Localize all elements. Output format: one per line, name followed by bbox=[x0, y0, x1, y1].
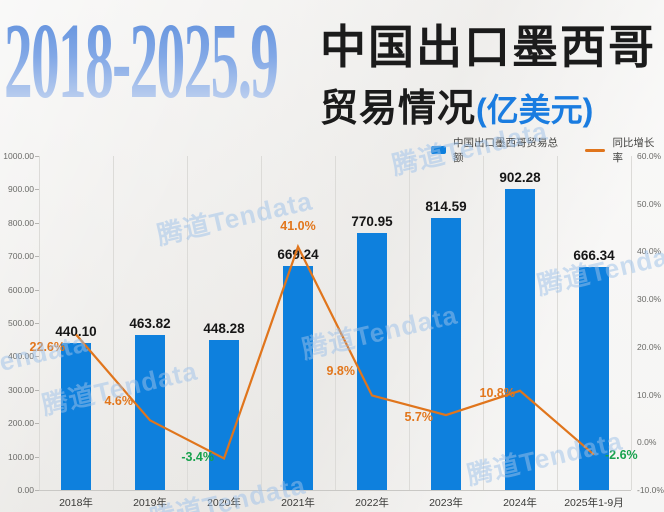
growth-rate-label: -2.6% bbox=[605, 447, 638, 462]
gridline-vertical bbox=[335, 156, 336, 490]
y-axis-left-tick-label: 500.00 bbox=[8, 318, 34, 328]
y-axis-right-tick-label: 40.0% bbox=[637, 246, 662, 257]
title-main: 中国出口墨西哥 bbox=[320, 21, 656, 73]
y-axis-right-tick-label: 30.0% bbox=[637, 294, 662, 305]
bar bbox=[431, 217, 461, 490]
legend-bar-swatch-icon bbox=[431, 146, 446, 154]
y-axis-left-tick-label: 200.00 bbox=[8, 418, 34, 429]
x-axis-line bbox=[39, 490, 631, 491]
period-title: 2018-2025.9 bbox=[4, 2, 279, 121]
bar-value-label: 666.34 bbox=[573, 248, 615, 264]
gridline-vertical bbox=[631, 156, 632, 490]
x-axis-category-label: 2021年 bbox=[281, 497, 315, 509]
legend-line-label: 同比增长率 bbox=[612, 137, 655, 164]
y-axis-left-tick-label: 100.00 bbox=[8, 451, 34, 462]
y-axis-left-tick-label: 600.00 bbox=[8, 284, 34, 295]
y-axis-right-tick-label: 60.0% bbox=[637, 151, 662, 161]
y-axis-left-tick-label: 700.00 bbox=[8, 251, 34, 262]
y-axis-left-tick-label: 800.00 bbox=[8, 217, 34, 228]
y-axis-left-tick-mark bbox=[35, 189, 39, 191]
growth-rate-label: 10.8% bbox=[479, 385, 515, 400]
y-axis-left-tick-mark bbox=[35, 289, 39, 291]
bar bbox=[283, 266, 313, 490]
bar-value-label: 770.95 bbox=[351, 213, 393, 229]
y-axis-left-tick-label: 400.00 bbox=[8, 351, 34, 362]
title-sub-row: 贸易情况(亿美元) bbox=[320, 77, 664, 132]
bar-value-label: 669.24 bbox=[277, 247, 319, 263]
title-unit: (亿美元) bbox=[476, 91, 594, 128]
y-axis-left-tick-label: 1000.00 bbox=[3, 151, 34, 161]
bar bbox=[135, 335, 165, 490]
bar-value-label: 463.82 bbox=[129, 316, 171, 332]
bar-value-label: 902.28 bbox=[499, 169, 541, 185]
growth-rate-label: 41.0% bbox=[280, 218, 316, 233]
y-axis-left-tick-mark bbox=[35, 490, 39, 491]
bar bbox=[61, 343, 91, 490]
title-sub: 贸易情况 bbox=[320, 87, 477, 130]
y-axis-left-tick-mark bbox=[35, 222, 39, 224]
x-axis-category-label: 2024年 bbox=[503, 497, 537, 509]
gridline-vertical bbox=[39, 156, 40, 490]
y-axis-left-tick-mark bbox=[35, 323, 39, 324]
bar-value-label: 440.10 bbox=[55, 324, 97, 339]
growth-rate-label: 4.6% bbox=[104, 394, 134, 409]
x-axis-category-label: 2020年 bbox=[207, 497, 241, 509]
bar bbox=[209, 340, 239, 490]
growth-rate-label: 5.7% bbox=[404, 410, 434, 425]
bar bbox=[505, 188, 535, 490]
x-axis-category-label: 2018年 bbox=[59, 497, 93, 509]
y-axis-left-tick-mark bbox=[35, 356, 39, 358]
y-axis-left-tick-label: 300.00 bbox=[8, 384, 34, 395]
y-axis-left-tick-label: 0.00 bbox=[17, 485, 34, 495]
y-axis-right-tick-label: -10.0% bbox=[637, 485, 664, 495]
growth-rate-label: -3.4% bbox=[181, 449, 214, 464]
x-axis-category-label: 2025年1-9月 bbox=[564, 497, 624, 509]
x-axis-category-label: 2019年 bbox=[133, 497, 167, 509]
y-axis-left-tick-mark bbox=[35, 423, 39, 425]
y-axis-left-tick-mark bbox=[35, 456, 39, 458]
growth-rate-label: 9.8% bbox=[326, 363, 356, 378]
legend-line-swatch-icon bbox=[585, 148, 606, 152]
y-axis-left-tick-label: 900.00 bbox=[8, 184, 34, 195]
x-axis-category-label: 2023年 bbox=[429, 497, 463, 509]
x-axis-category-label: 2022年 bbox=[355, 497, 389, 509]
legend-bar-label: 中国出口墨西哥贸易总额 bbox=[453, 137, 558, 164]
y-axis-left-tick-mark bbox=[35, 389, 39, 391]
bar-value-label: 814.59 bbox=[425, 198, 467, 214]
gridline-vertical bbox=[557, 156, 558, 490]
y-axis-right-tick-label: 50.0% bbox=[637, 198, 662, 209]
y-axis-right-tick-label: 0.0% bbox=[637, 437, 657, 448]
legend: 中国出口墨西哥贸易总额 同比增长率 bbox=[431, 135, 664, 165]
y-axis-right-tick-label: 10.0% bbox=[637, 389, 662, 400]
title-block: 中国出口墨西哥 贸易情况(亿美元) bbox=[320, 22, 664, 132]
bar-value-label: 448.28 bbox=[203, 321, 245, 337]
y-axis-left-tick-mark bbox=[35, 256, 39, 258]
bar bbox=[357, 232, 387, 490]
y-axis-right-tick-label: 20.0% bbox=[637, 341, 662, 352]
y-axis-left-tick-mark bbox=[35, 156, 39, 157]
growth-rate-label: 22.6% bbox=[29, 340, 65, 355]
